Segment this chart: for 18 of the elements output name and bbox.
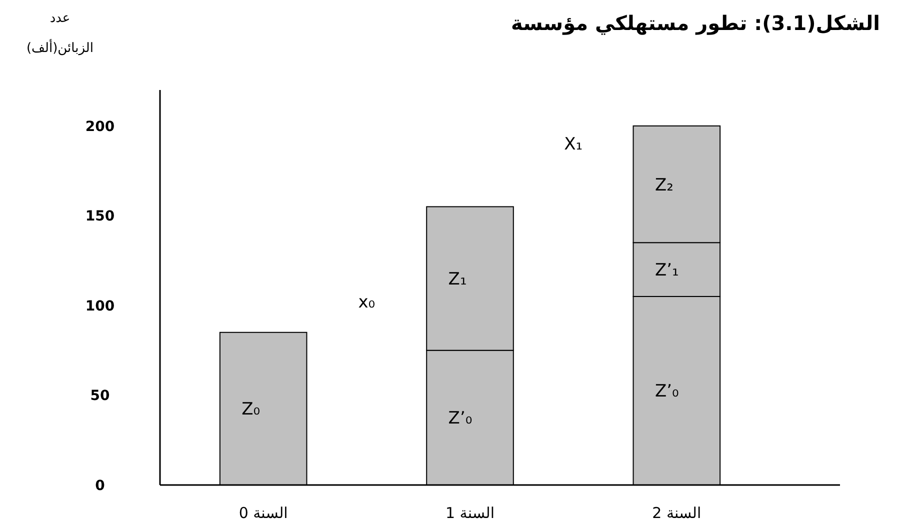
annotation: Z₁ — [448, 270, 467, 290]
chart-title: الشكل(3.1): تطور مستهلكي مؤسسة — [510, 11, 880, 35]
annotation: Z’₁ — [654, 260, 679, 281]
y-axis-title: عدد الزبائن(ألف) — [26, 11, 94, 56]
annotation: Z’₀ — [654, 382, 680, 402]
y-tick-label: 50 — [90, 388, 110, 404]
x-tick-label: السنة 1 — [445, 504, 495, 522]
y-tick-label: 150 — [85, 208, 115, 225]
annotation: Z₂ — [654, 175, 674, 196]
annotation: X₁ — [564, 134, 583, 154]
y-tick-label: 200 — [85, 118, 115, 135]
y-tick-label: 0 — [95, 478, 106, 494]
annotation: Z’₀ — [448, 408, 472, 429]
annotation: x₀ — [358, 292, 376, 312]
x-tick-label: السنة 2 — [652, 504, 702, 522]
x-tick-label: السنة 0 — [238, 504, 288, 522]
annotation: Z₀ — [242, 400, 260, 420]
y-tick-label: 100 — [85, 298, 115, 314]
